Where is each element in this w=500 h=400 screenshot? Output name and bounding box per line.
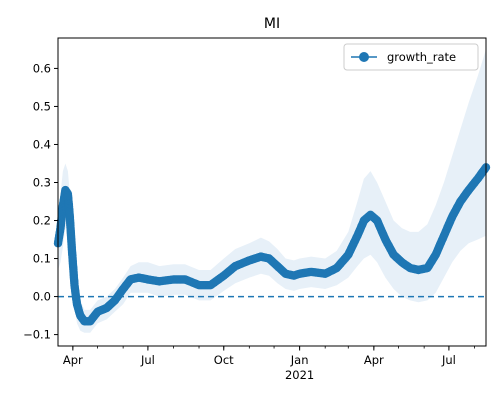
legend-label: growth_rate	[387, 50, 456, 64]
y-tick-label: 0.2	[33, 214, 51, 228]
x-tick-label: Jul	[140, 353, 155, 367]
y-tick-label: 0.4	[33, 137, 51, 151]
y-tick-label: −0.1	[23, 328, 51, 342]
plot-area	[53, 49, 491, 333]
x-tick-label: Apr	[63, 353, 83, 367]
x-tick-label: Apr	[364, 353, 384, 367]
legend-marker-swatch	[359, 52, 369, 62]
legend-frame	[343, 43, 479, 71]
axes: −0.1 0.0 0.1 0.2 0.3 0.4 0.5 0.6 Apr Jul Oct Jan202…	[23, 37, 487, 382]
x-tick-label: Jul	[441, 353, 456, 367]
y-tick-label: 0.0	[33, 290, 51, 304]
x-tick-year-label: 2021	[285, 368, 314, 382]
y-tick-label: 0.1	[33, 252, 51, 266]
series-markers-growth_rate	[53, 163, 491, 326]
y-tick-label: 0.3	[33, 175, 51, 189]
chart-title: MI	[264, 16, 280, 32]
confidence-band-0	[58, 49, 486, 333]
x-tick-label: Oct	[214, 353, 234, 367]
x-tick-label: Jan	[290, 353, 309, 367]
axes-frame	[57, 37, 487, 347]
y-tick-label: 0.5	[33, 99, 51, 113]
legend: growth_rate	[343, 43, 479, 71]
y-tick-label: 0.6	[33, 61, 51, 75]
